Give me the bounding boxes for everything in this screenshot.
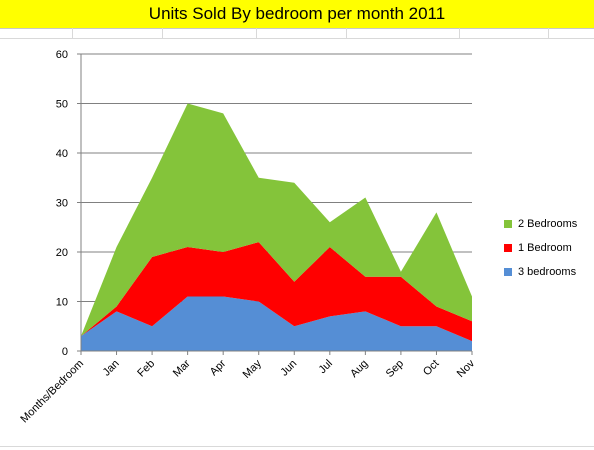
y-tick-label: 30 xyxy=(56,198,68,210)
legend-label: 1 Bedroom xyxy=(518,242,572,254)
sheet-column-divider xyxy=(162,28,163,39)
area-series-1-bedroom xyxy=(81,242,472,342)
x-tick-label: Apr xyxy=(208,357,229,378)
legend-label: 2 Bedrooms xyxy=(518,218,578,230)
y-tick-label: 0 xyxy=(62,346,68,358)
y-tick-label: 10 xyxy=(56,297,68,309)
x-tick-label: Jul xyxy=(317,358,335,376)
sheet-column-divider xyxy=(346,28,347,39)
area-series-3-bedrooms xyxy=(81,296,472,351)
sheet-column-divider xyxy=(548,28,549,39)
x-tick-label: Jan xyxy=(101,358,122,379)
legend-item-3-bedrooms: 3 bedrooms xyxy=(504,260,577,284)
x-tick-label: May xyxy=(241,357,265,381)
sheet-column-divider xyxy=(459,28,460,39)
legend-item-2-bedrooms: 2 Bedrooms xyxy=(504,212,577,236)
legend-swatch xyxy=(504,268,512,276)
legend-item-1-bedroom: 1 Bedroom xyxy=(504,236,577,260)
x-tick-label: Sep xyxy=(384,358,406,380)
x-tick-label: Mar xyxy=(171,357,193,379)
legend-label: 3 bedrooms xyxy=(518,266,577,278)
y-tick-label: 60 xyxy=(56,49,68,61)
x-tick-label: Oct xyxy=(421,358,442,379)
y-tick-label: 20 xyxy=(56,247,68,259)
x-tick-label: Nov xyxy=(455,357,478,380)
sheet-row-line xyxy=(0,38,594,39)
area-series-2-bedrooms xyxy=(81,103,472,337)
chart-title-bar: Units Sold By bedroom per month 2011 xyxy=(0,0,594,29)
y-tick-label: 40 xyxy=(56,148,68,160)
x-tick-label: Jun xyxy=(278,358,299,379)
legend-swatch xyxy=(504,220,512,228)
chart-title: Units Sold By bedroom per month 2011 xyxy=(148,4,446,23)
sheet-column-divider xyxy=(72,28,73,39)
x-tick-label: Feb xyxy=(135,358,157,380)
x-tick-label: Aug xyxy=(348,358,370,380)
chart-legend: 2 Bedrooms 1 Bedroom 3 bedrooms xyxy=(504,212,577,284)
x-tick-label: Months/Bedroom xyxy=(18,358,86,426)
sheet-column-divider xyxy=(256,28,257,39)
sheet-row-line xyxy=(0,446,594,447)
legend-swatch xyxy=(504,244,512,252)
y-tick-label: 50 xyxy=(56,99,68,111)
